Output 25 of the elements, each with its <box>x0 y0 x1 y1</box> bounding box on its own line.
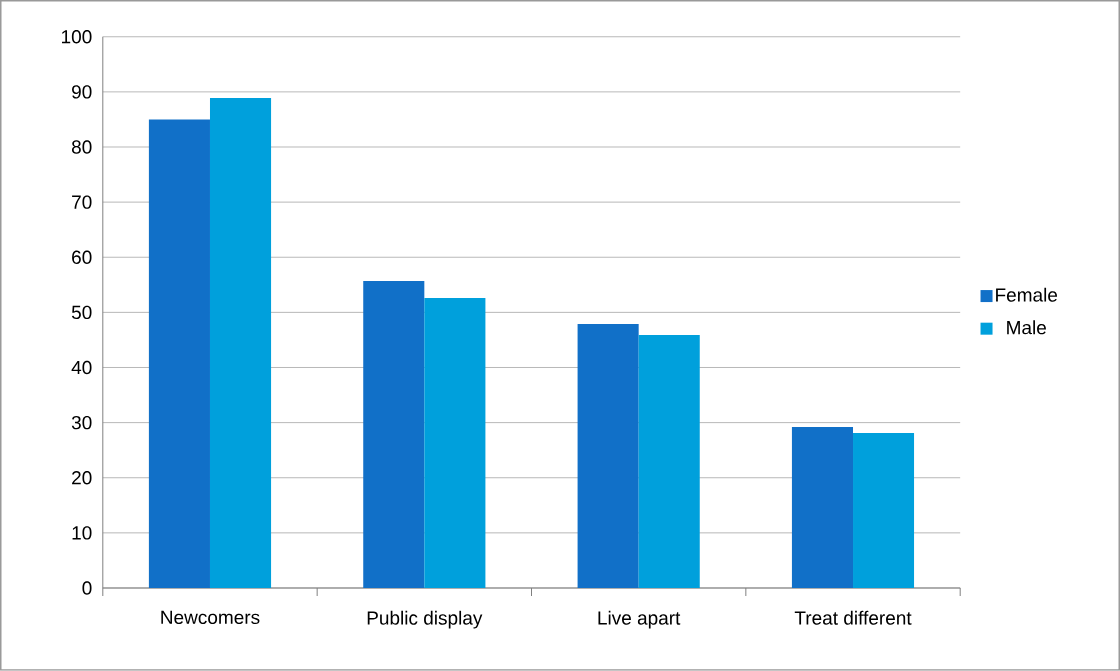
bar <box>577 324 639 589</box>
y-tick-label: 30 <box>71 416 92 430</box>
x-tick-label: Newcomers <box>161 610 260 625</box>
legend-label: Male <box>1007 320 1046 335</box>
bar <box>209 98 272 589</box>
y-tick-label: 10 <box>72 526 92 540</box>
y-tick-label: 20 <box>72 471 92 485</box>
x-tick-label: Public display <box>367 610 483 629</box>
y-tick-label: 40 <box>71 360 92 375</box>
bar <box>638 335 700 589</box>
y-tick-label: 60 <box>72 250 92 265</box>
y-tick-label: 100 <box>62 30 92 44</box>
x-tick-label: Live apart <box>598 610 681 629</box>
x-tick-label: Treat different <box>794 610 912 625</box>
y-tick-label: 90 <box>72 85 92 99</box>
bar <box>363 281 425 589</box>
bar <box>424 298 486 589</box>
y-tick-label: 80 <box>71 140 92 154</box>
y-tick-label: 0 <box>82 581 92 595</box>
bar <box>148 119 210 589</box>
legend-label: Female <box>996 287 1058 302</box>
y-tick-label: 50 <box>71 305 92 320</box>
y-tick-label: 70 <box>72 195 92 209</box>
bar <box>853 433 915 589</box>
bar <box>791 427 854 589</box>
